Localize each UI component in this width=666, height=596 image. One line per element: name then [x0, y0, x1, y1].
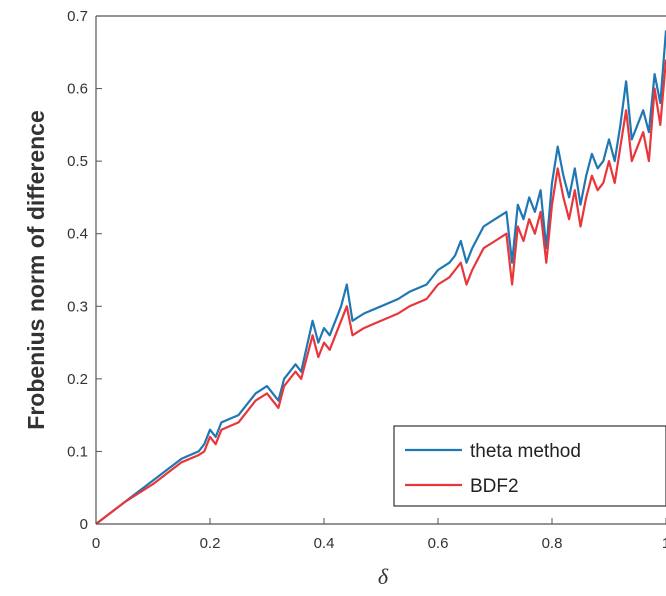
y-tick-label: 0.3: [67, 298, 88, 315]
x-tick-label: 1: [662, 535, 666, 552]
x-ticks: 0 0.2 0.4 0.6 0.8 1: [92, 518, 666, 552]
x-tick-label: 0: [92, 535, 100, 552]
x-axis-label: δ: [378, 564, 389, 589]
y-tick-label: 0.5: [67, 153, 88, 170]
series-layer: [95, 30, 666, 525]
y-ticks: 0 0.1 0.2 0.3 0.4 0.5 0.6 0.7: [67, 8, 102, 533]
x-tick-label: 0.8: [542, 535, 563, 552]
legend: theta method BDF2: [393, 425, 666, 507]
y-axis-label: Frobenius norm of difference: [23, 110, 49, 429]
x-tick-label: 0.6: [428, 535, 449, 552]
y-tick-label: 0.7: [67, 8, 88, 25]
legend-label-bdf2: BDF2: [470, 476, 519, 497]
y-tick-label: 0.6: [67, 81, 88, 98]
y-tick-label: 0.1: [67, 443, 88, 460]
legend-label-theta: theta method: [470, 441, 581, 462]
y-tick-label: 0: [80, 516, 88, 533]
legend-box: [393, 425, 666, 507]
y-tick-label: 0.4: [67, 226, 88, 243]
series-line-theta-method: [95, 30, 666, 525]
x-tick-label: 0.4: [314, 535, 335, 552]
x-tick-label: 0.2: [200, 535, 221, 552]
y-tick-label: 0.2: [67, 371, 88, 388]
series-line-bdf2: [95, 59, 666, 525]
